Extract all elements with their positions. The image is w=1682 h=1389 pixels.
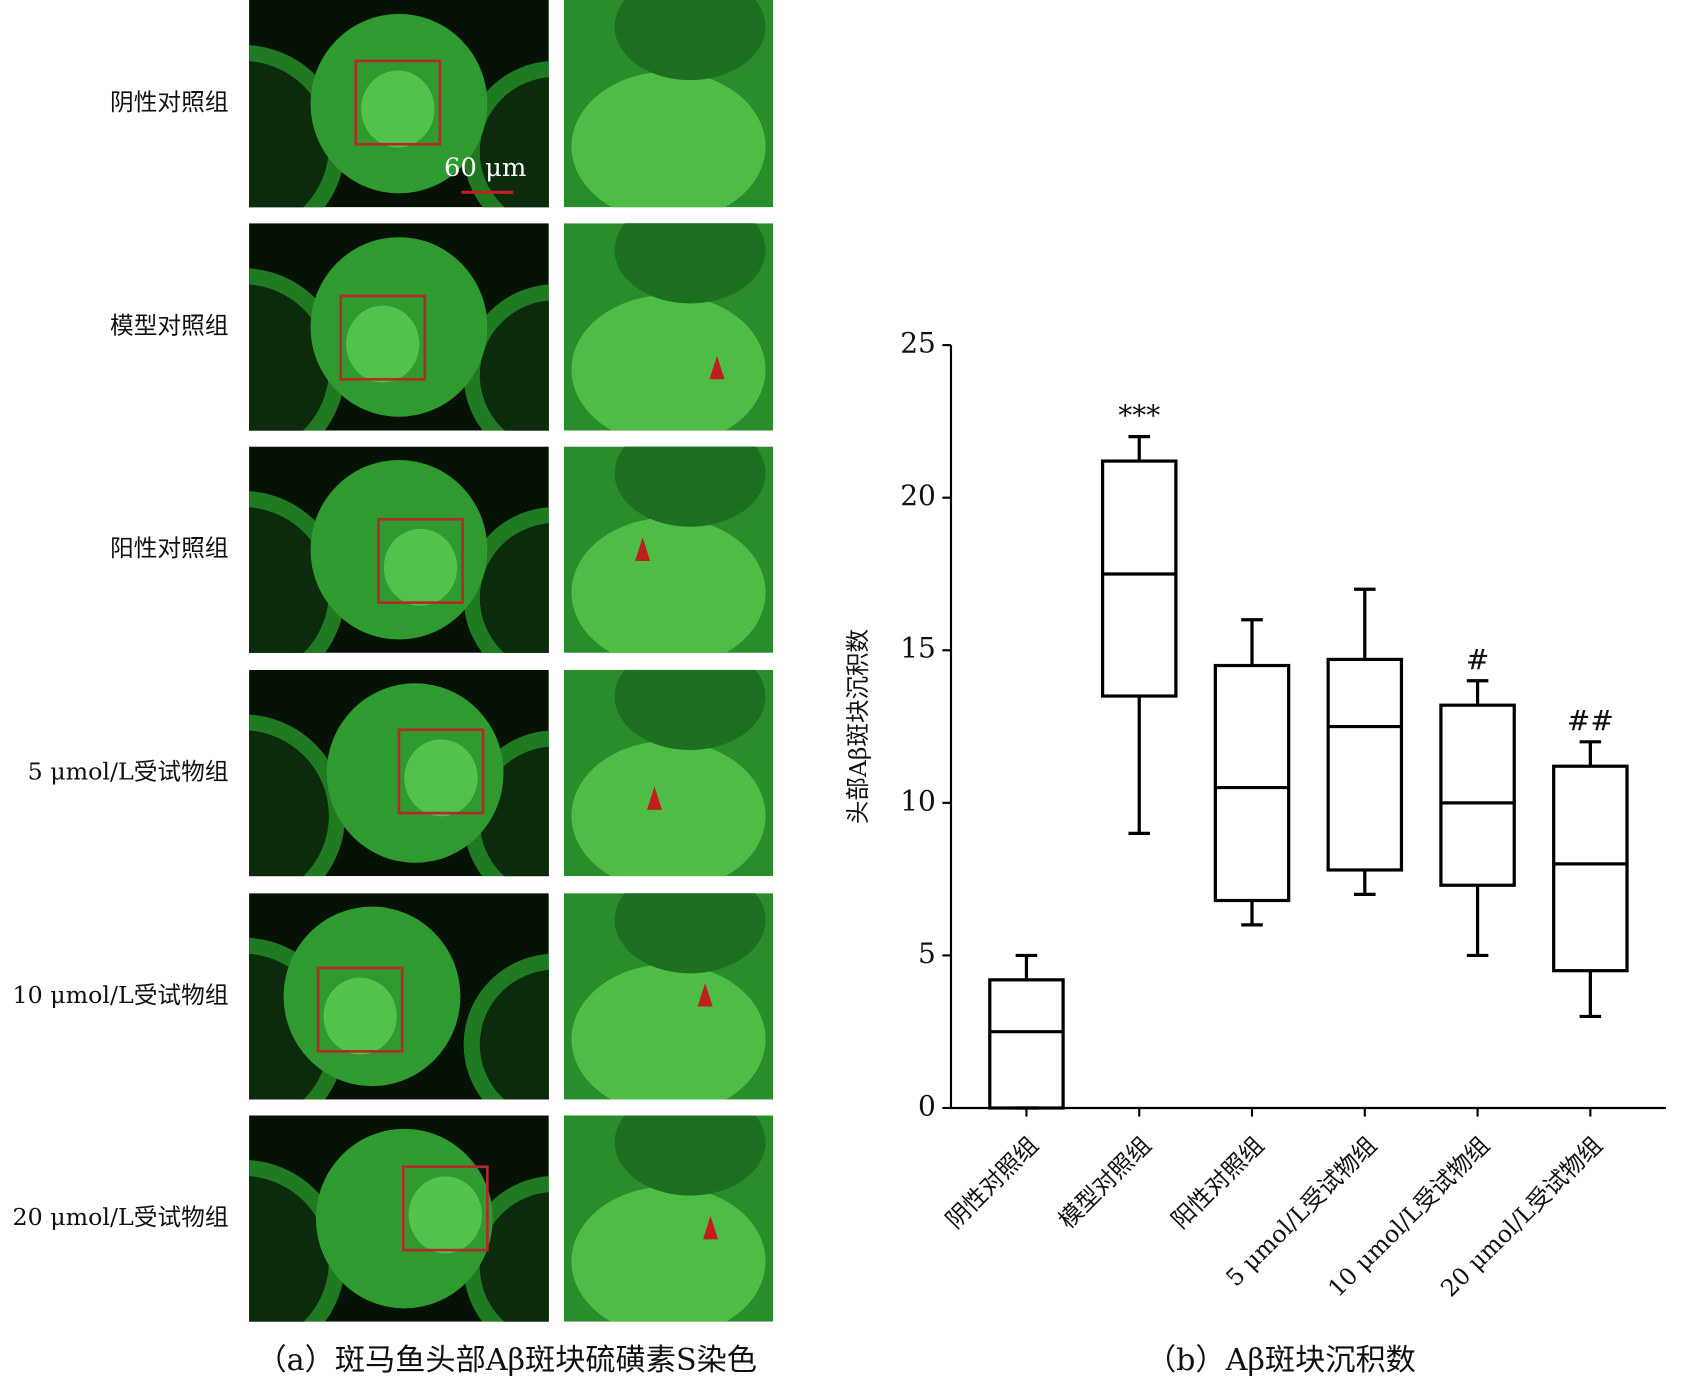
zoom-image xyxy=(563,446,774,653)
plaque-marker xyxy=(702,1215,719,1240)
row-label: 5 μmol/L受试物组 xyxy=(28,758,229,786)
roi-box xyxy=(377,517,464,604)
significance: *** xyxy=(1118,399,1160,432)
row-label: 阴性对照组 xyxy=(110,88,229,116)
x-tick-label: 阴性对照组 xyxy=(940,1131,1044,1234)
plaque-marker xyxy=(709,355,725,380)
row-label: 模型对照组 xyxy=(110,312,229,340)
roi-box xyxy=(397,728,485,815)
y-tick-label: 25 xyxy=(900,327,936,360)
micrograph xyxy=(249,893,549,1100)
y-axis-label: 头部Aβ斑块沉积数 xyxy=(844,629,872,824)
zoom-dark xyxy=(614,1115,766,1196)
roi-box xyxy=(401,1165,489,1252)
y-tick-label: 5 xyxy=(918,937,936,970)
zoom-dark xyxy=(614,0,766,81)
brain-core xyxy=(346,305,420,383)
eye-inner xyxy=(479,1192,549,1322)
plaque-marker xyxy=(646,786,663,810)
brain-core xyxy=(408,1176,482,1254)
micrograph xyxy=(249,0,549,208)
zoom-bright xyxy=(571,1186,766,1322)
zoom-dark xyxy=(614,893,766,974)
zoom-image xyxy=(563,893,774,1100)
zoom-bright xyxy=(571,294,766,431)
zoom-bright xyxy=(571,741,766,877)
zoom-dark xyxy=(614,669,766,751)
eye-inner xyxy=(479,523,549,653)
eye-inner xyxy=(249,730,329,877)
plaque-marker xyxy=(635,537,651,561)
zoom-image xyxy=(563,1115,774,1322)
plaque-marker xyxy=(697,982,713,1007)
eye-inner xyxy=(249,61,329,208)
brain-core xyxy=(404,739,478,817)
x-tick-label: 阳性对照组 xyxy=(1166,1131,1270,1234)
box xyxy=(1213,663,1291,903)
y-tick-label: 15 xyxy=(900,632,936,665)
caption-b: （b）Aβ斑块沉积数 xyxy=(1146,1343,1416,1378)
zoom-dark xyxy=(614,446,766,527)
micrograph xyxy=(249,223,549,431)
box xyxy=(1552,764,1629,973)
y-tick-label: 10 xyxy=(900,784,936,817)
x-tick-label: 模型对照组 xyxy=(1053,1131,1157,1234)
zoom-bright xyxy=(571,517,766,653)
scale-bar-label: 60 μm xyxy=(444,153,526,183)
box xyxy=(1100,459,1178,698)
eye-inner xyxy=(249,1176,329,1322)
zoom-image xyxy=(563,223,774,431)
zoom-dark xyxy=(614,223,766,304)
y-tick-label: 20 xyxy=(900,479,936,512)
micrograph xyxy=(249,446,549,653)
roi-box xyxy=(354,59,442,146)
eye-inner xyxy=(249,507,329,653)
roi-box xyxy=(339,294,427,381)
brain-core xyxy=(383,528,458,606)
row-label: 10 μmol/L受试物组 xyxy=(12,981,228,1009)
significance: ## xyxy=(1567,704,1614,737)
zoom-bright xyxy=(571,964,766,1100)
brain-core xyxy=(323,977,397,1055)
box xyxy=(1326,657,1404,872)
zoom-image xyxy=(563,669,774,877)
zoom-image xyxy=(563,0,774,208)
eye-inner xyxy=(479,969,549,1100)
eye-inner xyxy=(249,284,329,431)
eye-inner xyxy=(479,300,549,431)
roi-box xyxy=(316,966,404,1053)
box xyxy=(988,978,1065,1110)
row-label: 20 μmol/L受试物组 xyxy=(12,1203,228,1231)
micrograph xyxy=(249,669,549,877)
brain-core xyxy=(361,70,435,148)
eye-inner xyxy=(479,77,549,208)
significance: # xyxy=(1466,643,1489,676)
box xyxy=(1439,703,1516,887)
caption-a: （a）斑马鱼头部Aβ斑块硫磺素S染色 xyxy=(257,1343,757,1378)
zoom-bright xyxy=(571,71,766,208)
row-label: 阳性对照组 xyxy=(110,534,229,562)
y-tick-label: 0 xyxy=(918,1090,936,1123)
